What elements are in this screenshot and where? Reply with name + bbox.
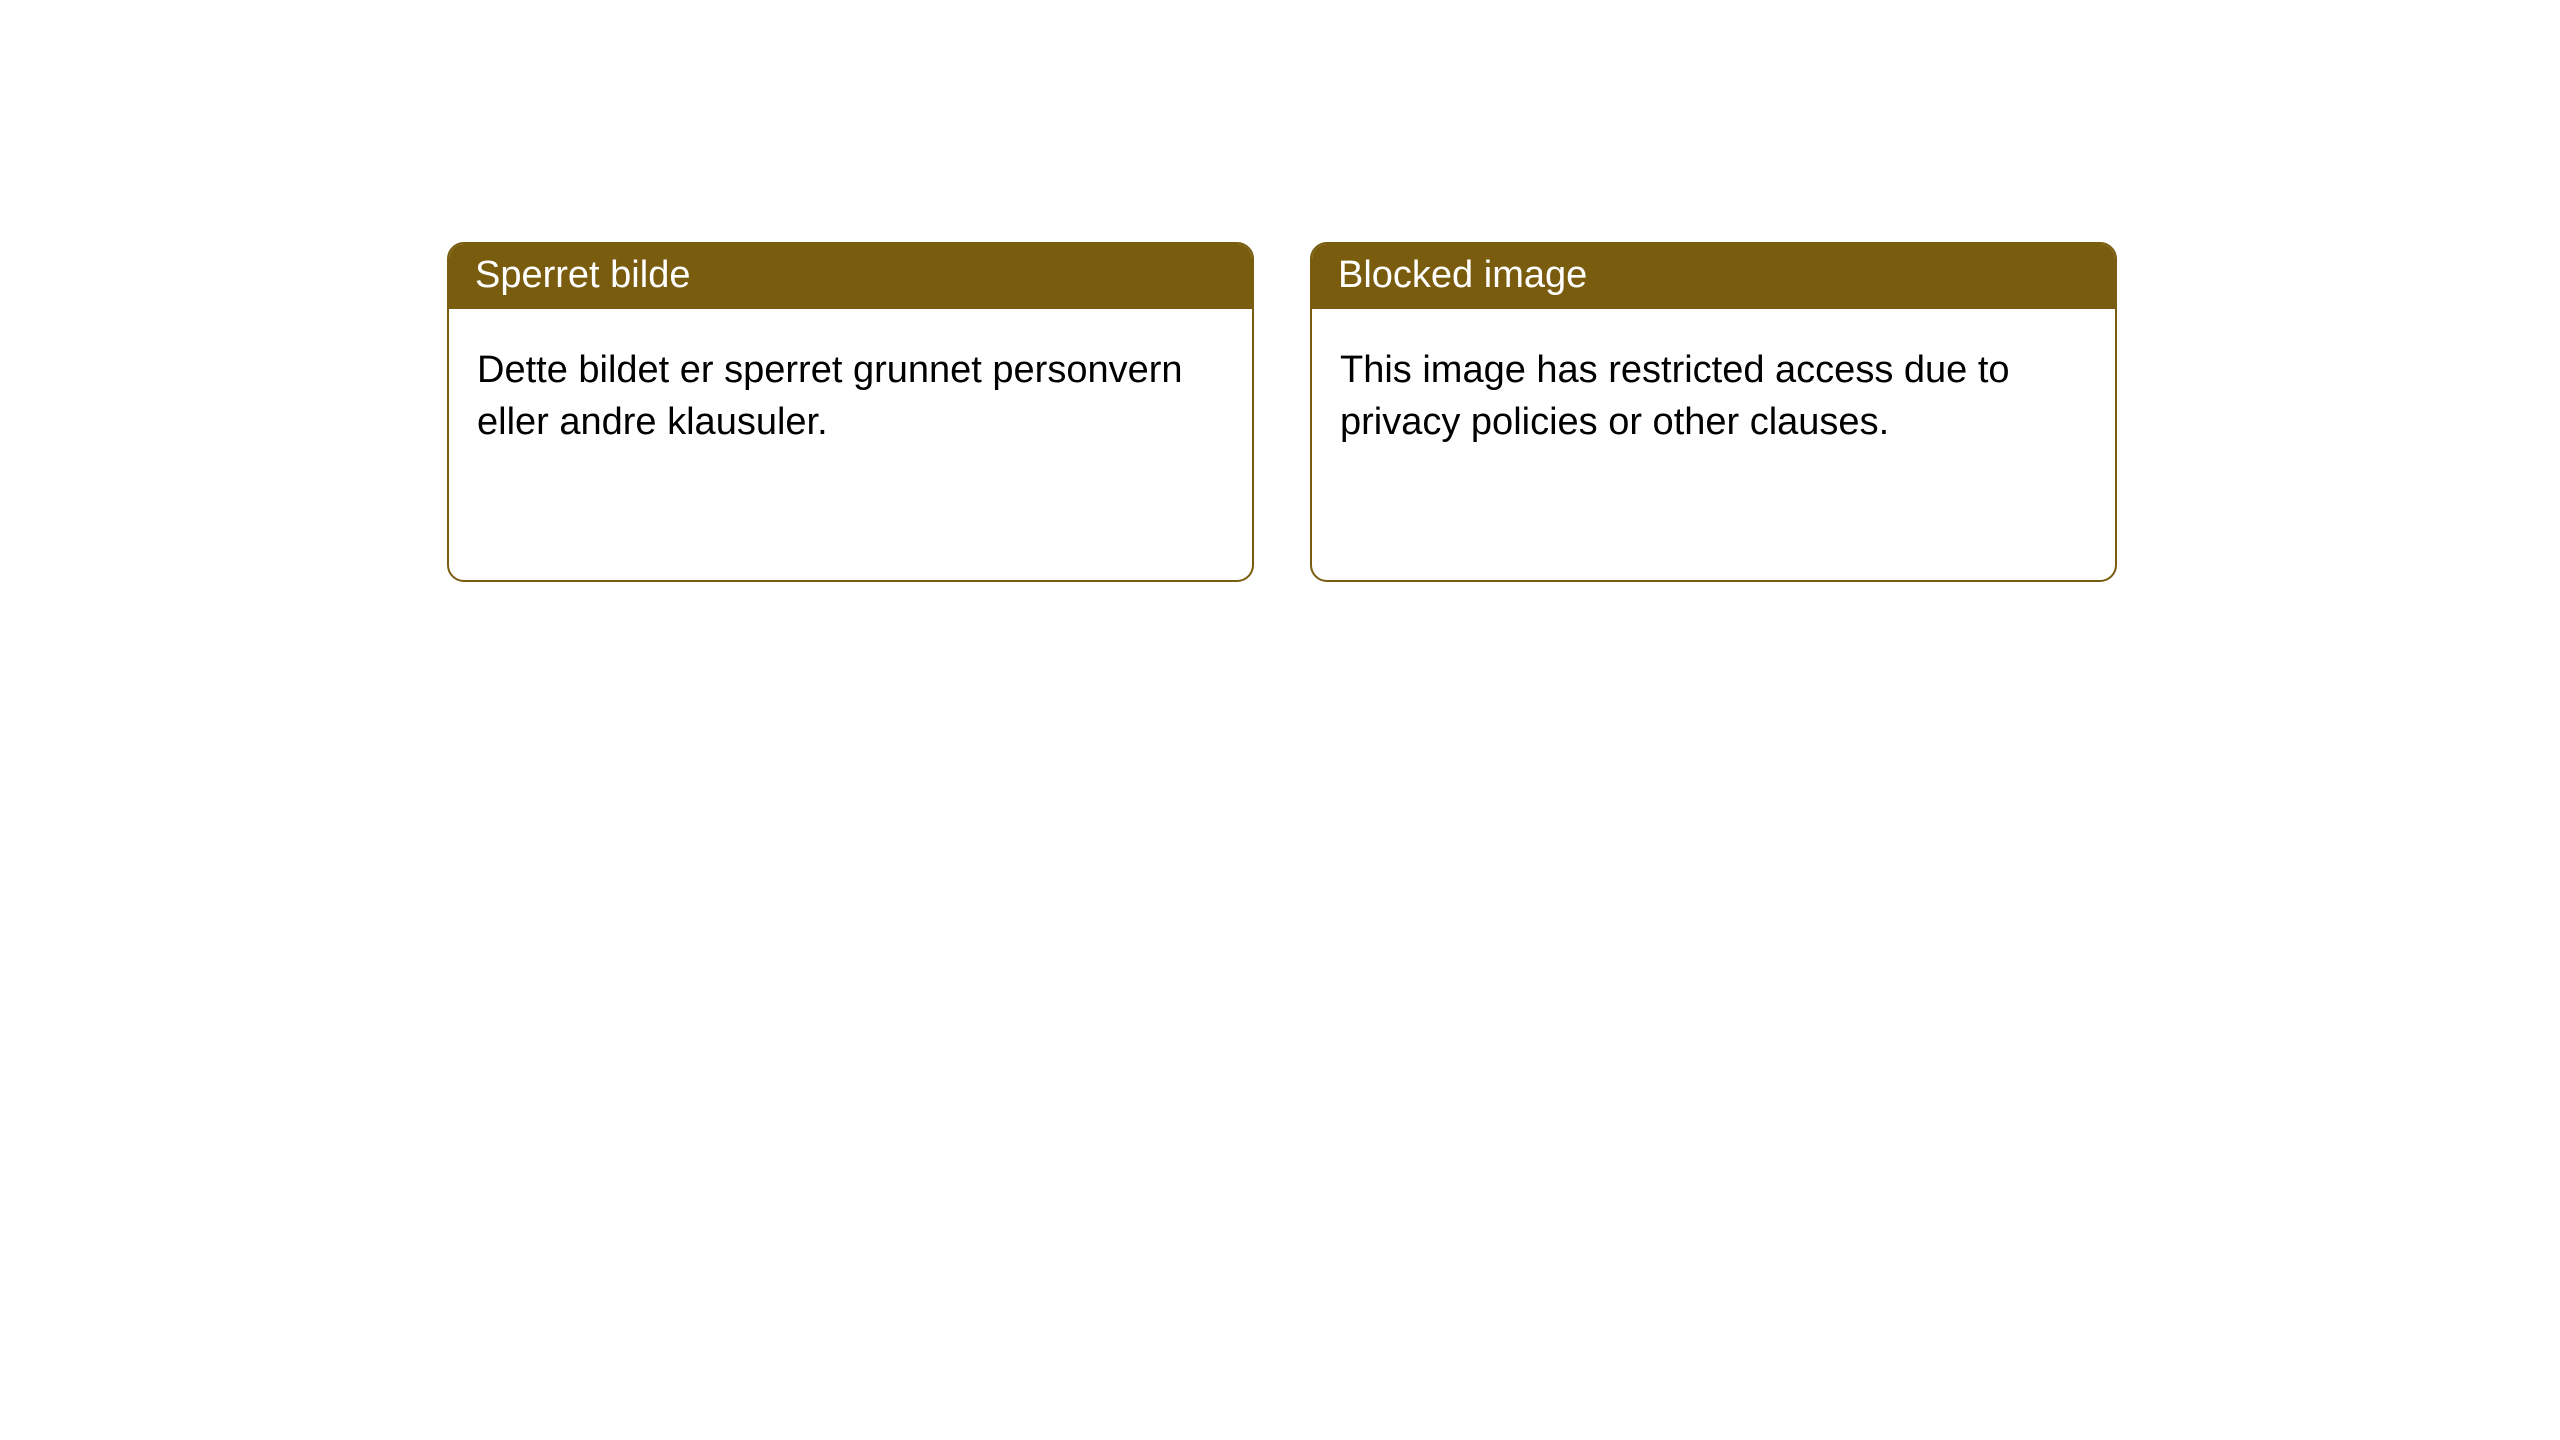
notice-card-norwegian: Sperret bilde Dette bildet er sperret gr…: [447, 242, 1254, 582]
notice-card-body: This image has restricted access due to …: [1312, 309, 2115, 484]
notice-card-header: Blocked image: [1312, 244, 2115, 309]
notice-card-header: Sperret bilde: [449, 244, 1252, 309]
notice-container: Sperret bilde Dette bildet er sperret gr…: [447, 242, 2117, 582]
notice-card-english: Blocked image This image has restricted …: [1310, 242, 2117, 582]
notice-card-body: Dette bildet er sperret grunnet personve…: [449, 309, 1252, 484]
